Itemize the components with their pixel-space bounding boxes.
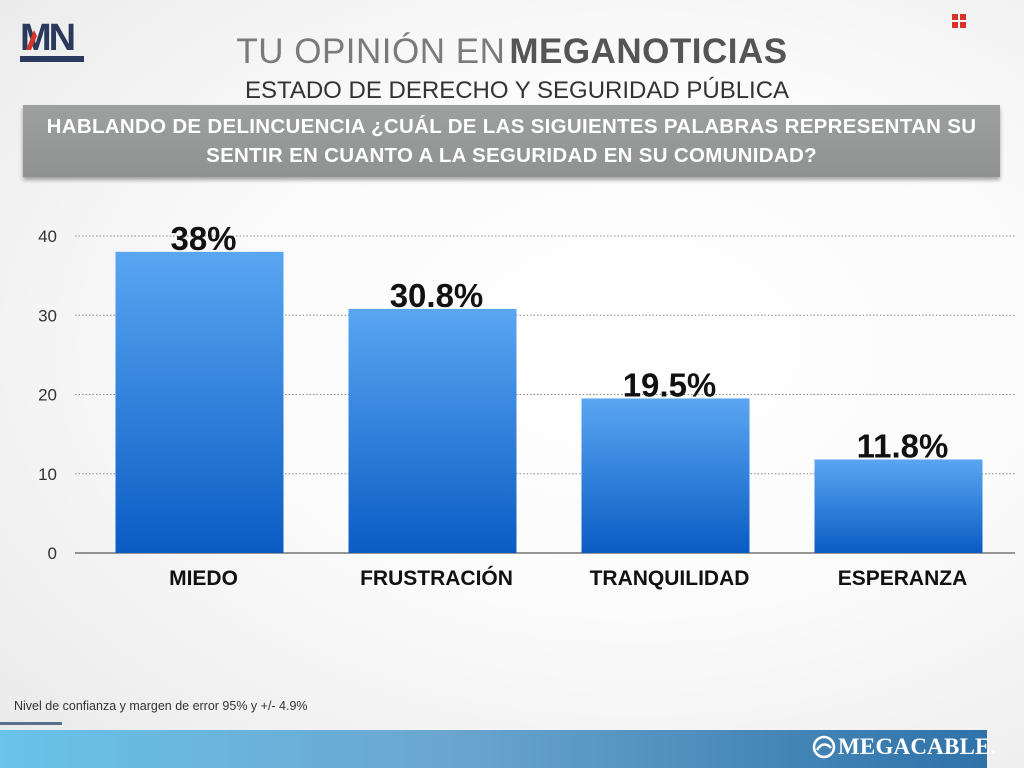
y-tick-label: 10 [38, 465, 57, 484]
megacable-swirl-icon [812, 735, 836, 759]
page-title: TU OPINIÓN EN MEGANOTICIAS [0, 32, 1024, 72]
y-tick-label: 0 [48, 544, 57, 563]
bar-value-label: 11.8% [857, 427, 949, 464]
megacable-logo: MEGACABLE. [812, 733, 997, 761]
question-text: HABLANDO DE DELINCUENCIA ¿CUÁL DE LAS SI… [46, 115, 977, 167]
category-label: ESPERANZA [838, 567, 968, 590]
y-tick-label: 30 [38, 306, 57, 325]
category-label: MIEDO [169, 567, 238, 590]
bar [814, 459, 983, 553]
meganoticias-logo: MN [20, 17, 84, 62]
bar [348, 308, 517, 553]
brand-text: MEGACABLE. [838, 734, 997, 759]
svg-text:MN: MN [20, 17, 74, 59]
confidence-note: Nivel de confianza y margen de error 95%… [14, 699, 308, 713]
page-subtitle: ESTADO DE DERECHO Y SEGURIDAD PÚBLICA [244, 77, 790, 104]
y-tick-label: 40 [38, 227, 57, 246]
title-light: TU OPINIÓN EN [236, 32, 506, 71]
category-label: FRUSTRACIÓN [360, 566, 513, 590]
y-tick-label: 20 [38, 386, 57, 405]
grid-icon [952, 14, 968, 30]
question-banner: HABLANDO DE DELINCUENCIA ¿CUÁL DE LAS SI… [23, 105, 1000, 177]
category-label: TRANQUILIDAD [590, 567, 750, 590]
note-divider [0, 722, 62, 725]
title-bold: MEGANOTICIAS [509, 32, 788, 71]
bar-value-label: 30.8% [390, 277, 484, 314]
bar [115, 251, 284, 553]
bar-chart: 0 10 20 30 40 38% MIEDO 30.8% FRUSTRACIÓN 19.5% TR… [38, 220, 1015, 590]
bar-value-label: 19.5% [623, 366, 717, 403]
bar [581, 398, 750, 553]
bar-value-label: 38% [170, 220, 236, 257]
